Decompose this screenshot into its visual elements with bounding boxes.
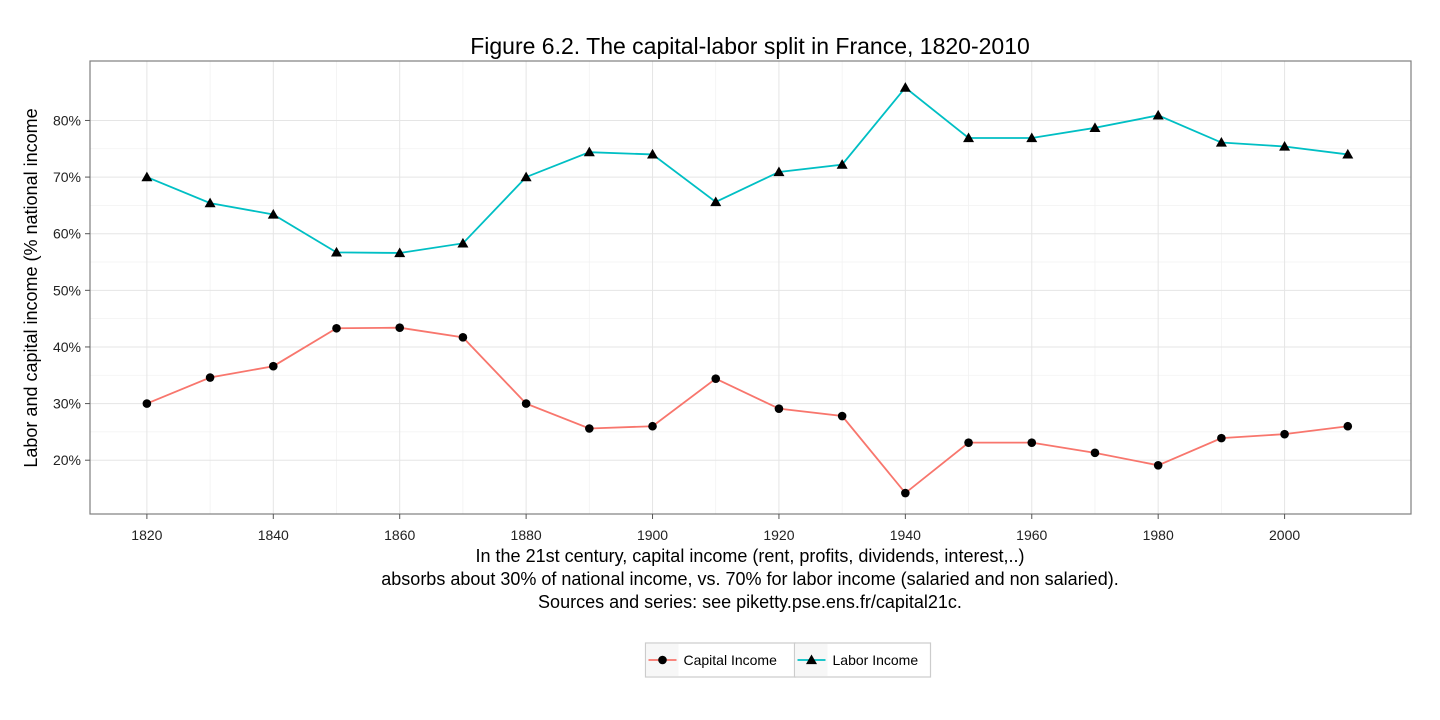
labor-income-line (146, 86, 1348, 254)
legend-item-labor-income: Labor Income (793, 642, 932, 678)
legend-key-marker (806, 654, 817, 665)
labor-income-series (141, 82, 1354, 258)
labor-income-point (1089, 122, 1101, 132)
capital-income-point (585, 424, 594, 433)
x-axis-title-line-2: absorbs about 30% of national income, vs… (381, 569, 1118, 589)
legend-key-marker (658, 655, 667, 665)
labor-income-point (963, 132, 975, 143)
capital-income-point (332, 323, 341, 333)
capital-income-point (648, 421, 657, 431)
capital-income-point (1153, 461, 1163, 470)
labor-income-point (583, 146, 595, 157)
labor-income-point (267, 208, 279, 219)
legend: Capital Income Labor Income (644, 642, 932, 678)
capital-income-point (964, 438, 973, 447)
x-tick-label: 1840 (258, 527, 289, 543)
chart-title: Figure 6.2. The capital-labor split in F… (470, 33, 1030, 59)
series-layer (141, 82, 1354, 498)
labor-income-point (1342, 148, 1354, 159)
capital-income-point (837, 411, 847, 421)
plot-border (89, 60, 1412, 515)
y-axis: 20% 30% 40% 50% 60% 70% 80% (53, 112, 90, 468)
capital-income-point (395, 323, 405, 333)
capital-income-point (142, 399, 152, 408)
legend-label: Capital Income (684, 652, 778, 668)
labor-income-point (394, 247, 406, 258)
legend-item-capital-income: Capital Income (644, 642, 797, 678)
legend-label: Labor Income (833, 652, 919, 668)
x-tick-label: 1860 (384, 527, 415, 543)
labor-income-point (204, 197, 216, 208)
capital-income-point (268, 361, 278, 371)
labor-income-point (141, 171, 153, 182)
capital-income-point (901, 488, 910, 498)
y-tick-label: 40% (53, 339, 81, 355)
capital-income-point (1090, 448, 1100, 458)
labor-income-point (899, 82, 911, 92)
x-axis-title-line-3: Sources and series: see piketty.pse.ens.… (538, 592, 962, 612)
capital-income-point (774, 404, 784, 413)
x-tick-label: 1980 (1143, 527, 1174, 543)
labor-income-point (1152, 109, 1164, 120)
y-tick-label: 20% (53, 452, 81, 468)
labor-income-point (773, 166, 785, 177)
y-tick-label: 50% (53, 282, 81, 298)
labor-income-point (331, 246, 343, 257)
capital-income-point (205, 373, 215, 382)
x-tick-label: 1920 (763, 527, 794, 543)
x-axis: 1820 1840 1860 1880 1900 1920 1940 1960 1980 2000 (131, 514, 1300, 543)
y-tick-label: 80% (53, 112, 81, 128)
capital-income-point (1280, 429, 1289, 439)
y-axis-title: Labor and capital income (% national inc… (21, 108, 41, 467)
y-tick-label: 30% (53, 396, 81, 412)
labor-income-point (457, 237, 469, 248)
labor-income-point (1026, 132, 1038, 143)
labor-income-point (836, 159, 848, 169)
labor-income-point (520, 171, 532, 182)
capital-income-point (458, 333, 468, 342)
x-tick-label: 1940 (890, 527, 921, 543)
y-tick-label: 60% (53, 226, 81, 242)
x-tick-label: 1960 (1016, 527, 1047, 543)
capital-income-series (142, 323, 1353, 498)
capital-income-point (521, 399, 531, 408)
capital-income-point (1217, 433, 1226, 443)
capital-income-point (1343, 421, 1353, 431)
labor-income-point (1279, 141, 1291, 151)
x-tick-label: 1900 (637, 527, 668, 543)
x-tick-label: 1880 (511, 527, 542, 543)
labor-income-point (1215, 137, 1227, 147)
x-axis-title-line-1: In the 21st century, capital income (ren… (476, 546, 1025, 566)
capital-income-point (1027, 438, 1037, 447)
grid (90, 61, 1411, 514)
capital-income-point (711, 374, 721, 383)
x-tick-label: 1820 (131, 527, 162, 543)
y-tick-label: 70% (53, 169, 81, 185)
x-axis-title: In the 21st century, capital income (ren… (381, 546, 1118, 612)
x-tick-label: 2000 (1269, 527, 1300, 543)
labor-income-point (710, 196, 722, 207)
capital-income-line (146, 326, 1348, 495)
plot-panel (90, 61, 1411, 514)
labor-income-point (647, 148, 659, 159)
